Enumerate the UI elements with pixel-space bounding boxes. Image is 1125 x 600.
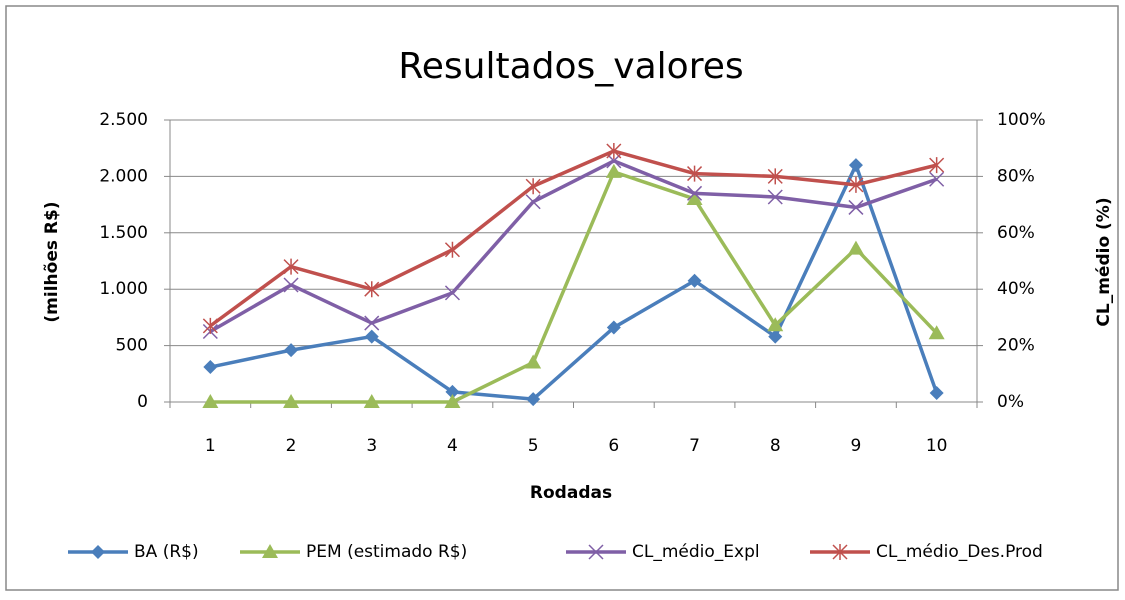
data-point [847, 240, 864, 255]
data-point [202, 394, 219, 408]
x-tick-label: 3 [366, 436, 377, 456]
data-point [363, 394, 380, 408]
data-point [687, 273, 702, 288]
data-point [767, 189, 783, 205]
data-point [202, 317, 218, 334]
legend-marker [262, 544, 278, 558]
data-point [686, 190, 703, 205]
data-point [767, 168, 783, 185]
x-tick-label: 10 [926, 436, 948, 456]
data-point [284, 343, 299, 358]
data-point [687, 165, 703, 182]
data-point [929, 385, 944, 400]
data-point [445, 384, 460, 399]
data-point [283, 394, 300, 408]
x-tick-label: 1 [205, 436, 216, 456]
data-point [929, 171, 945, 187]
y-tick-label: 0 [137, 392, 148, 412]
data-point [444, 394, 461, 408]
y2-tick-label: 20% [997, 336, 1035, 356]
x-tick-label: 9 [851, 436, 862, 456]
legend-label: PEM (estimado R$) [306, 542, 467, 562]
data-point [364, 281, 380, 298]
legend-marker [588, 544, 604, 560]
x-tick-label: 6 [608, 436, 619, 456]
data-point [203, 360, 218, 375]
x-tick-label: 4 [447, 436, 458, 456]
series-line [209, 163, 939, 401]
x-tick-label: 7 [689, 436, 700, 456]
y2-tick-label: 80% [997, 166, 1035, 186]
y-tick-label: 1.500 [99, 223, 148, 243]
y2-tick-label: 0% [997, 392, 1024, 412]
series-line [210, 170, 938, 404]
y-tick-label: 2.500 [99, 110, 148, 130]
legend-marker [832, 544, 848, 560]
data-point [364, 315, 380, 331]
y2-tick-label: 40% [997, 279, 1035, 299]
data-point [687, 185, 703, 201]
data-point [928, 325, 945, 340]
legend-marker [91, 545, 105, 559]
legend-label: CL_médio_Des.Prod [876, 542, 1043, 562]
y-axis-label: (milhões R$) [42, 201, 62, 322]
data-point [444, 241, 460, 258]
data-point [283, 258, 299, 275]
data-point [606, 320, 621, 335]
data-point [525, 194, 541, 210]
y-tick-label: 1.000 [99, 279, 148, 299]
x-tick-label: 5 [528, 436, 539, 456]
y-tick-label: 500 [116, 336, 148, 356]
data-point [605, 163, 622, 178]
y2-tick-label: 60% [997, 223, 1035, 243]
data-point [525, 354, 542, 369]
y2-axis-label: CL_médio (%) [1094, 197, 1114, 326]
data-point [606, 143, 622, 160]
legend-label: CL_médio_Expl [632, 542, 760, 562]
series-line [209, 159, 938, 334]
data-point [929, 157, 945, 174]
y2-tick-label: 100% [997, 110, 1046, 130]
series-line [209, 149, 938, 328]
y-tick-label: 2.000 [99, 166, 148, 186]
data-point [444, 285, 460, 301]
data-point [364, 329, 379, 344]
data-point [767, 317, 784, 332]
x-tick-label: 8 [770, 436, 781, 456]
x-axis-label: Rodadas [530, 483, 612, 503]
x-tick-label: 2 [286, 436, 297, 456]
data-point [848, 176, 864, 193]
data-point [525, 178, 541, 195]
data-point [283, 277, 299, 293]
data-point [768, 329, 783, 344]
legend-label: BA (R$) [134, 542, 199, 562]
data-point [848, 158, 863, 173]
data-point [526, 392, 541, 407]
chart-title: Resultados_valores [398, 46, 743, 87]
data-point [848, 199, 864, 215]
